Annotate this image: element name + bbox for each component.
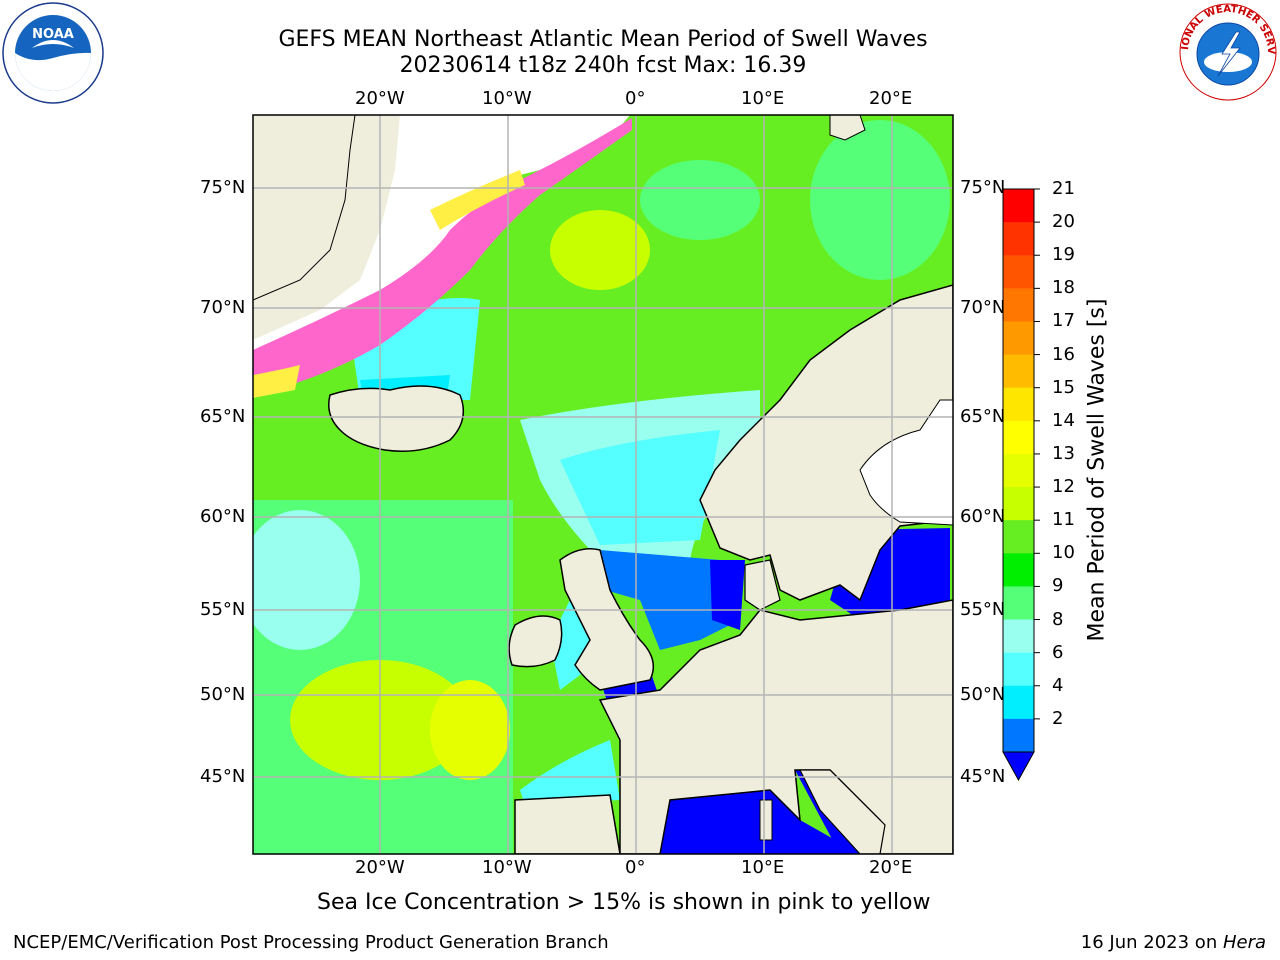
colorbar-swatch xyxy=(1003,321,1034,356)
colorbar-tick-label: 18 xyxy=(1052,277,1075,299)
colorbar-tick-label: 2 xyxy=(1052,707,1064,729)
colorbar-tick-label: 11 xyxy=(1052,509,1075,531)
colorbar-tick-label: 17 xyxy=(1052,310,1075,332)
italy xyxy=(799,769,886,854)
colorbar-tick-label: 15 xyxy=(1052,376,1075,398)
north-sea xyxy=(600,550,740,650)
nws-logo: NATIONAL WEATHER SERVICE xyxy=(1178,2,1277,101)
chart-subtitle: 20230614 t18z 240h fcst Max: 16.39 xyxy=(399,53,807,78)
colorbar-tick-label: 16 xyxy=(1052,343,1075,365)
iberia xyxy=(514,794,621,854)
colorbar xyxy=(1002,188,1040,782)
colorbar-tick-label: 13 xyxy=(1052,442,1075,464)
lat-label-right-75n: 75°N xyxy=(960,177,1006,198)
lat-label-left-70n: 70°N xyxy=(200,297,246,318)
lat-label-left-55n: 55°N xyxy=(200,599,246,620)
colorbar-tick-label: 21 xyxy=(1052,178,1075,199)
lat-label-left-50n: 50°N xyxy=(200,684,246,705)
colorbar-frame xyxy=(1002,188,1035,753)
footer-credit: NCEP/EMC/Verification Post Processing Pr… xyxy=(13,932,609,953)
gulf-of-bothnia xyxy=(859,399,953,526)
colorbar-swatch xyxy=(1003,619,1034,654)
colorbar-swatch xyxy=(1003,288,1034,322)
colorbar-tick-label: 10 xyxy=(1052,542,1075,564)
lat-label-left-75n: 75°N xyxy=(200,177,246,198)
colorbar-tick-label: 12 xyxy=(1052,476,1075,498)
noaa-logo: NOAA xyxy=(2,2,104,104)
colorbar-tick-label: 19 xyxy=(1052,244,1075,266)
lat-label-left-45n: 45°N xyxy=(200,766,246,787)
colorbar-tick-label: 6 xyxy=(1052,641,1064,663)
lat-label-right-45n: 45°N xyxy=(960,766,1006,787)
lon-label-bottom-10w: 10°W xyxy=(482,857,532,878)
colorbar-swatch xyxy=(1003,718,1034,753)
colorbar-swatch xyxy=(1003,387,1034,422)
colorbar-label: Mean Period of Swell Waves [s] xyxy=(1084,298,1110,642)
lon-label-top-20e: 20°E xyxy=(869,88,913,109)
graticule xyxy=(253,115,953,854)
colorbar-swatch xyxy=(1003,354,1034,389)
colorbar-swatch xyxy=(1003,652,1034,687)
sea-ice-annotation: Sea Ice Concentration > 15% is shown in … xyxy=(317,890,931,915)
iceland xyxy=(328,385,465,452)
lat-label-right-50n: 50°N xyxy=(960,684,1006,705)
colorbar-tick-label: 9 xyxy=(1052,575,1064,597)
footer-date: 16 Jun 2023 on Hera xyxy=(1081,932,1266,953)
great-britain xyxy=(559,548,655,691)
continental-europe xyxy=(598,599,953,854)
colorbar-swatch xyxy=(1003,420,1034,455)
colorbar-swatch xyxy=(1003,553,1034,587)
colorbar-tick-label: 4 xyxy=(1052,674,1064,696)
chart-title: GEFS MEAN Northeast Atlantic Mean Period… xyxy=(278,27,928,52)
colorbar-swatch xyxy=(1003,189,1034,223)
lon-label-bottom-20w: 20°W xyxy=(355,857,405,878)
lat-label-left-65n: 65°N xyxy=(200,406,246,427)
lon-label-top-10w: 10°W xyxy=(482,88,532,109)
colorbar-swatch xyxy=(1003,487,1034,521)
lon-label-bottom-0: 0° xyxy=(625,857,646,878)
colorbar-swatch xyxy=(1003,453,1034,488)
colorbar-swatch xyxy=(1003,222,1034,256)
lon-label-bottom-10e: 10°E xyxy=(741,857,785,878)
lon-label-top-0: 0° xyxy=(625,88,646,109)
map-frame xyxy=(252,114,954,855)
lon-label-bottom-20e: 20°E xyxy=(869,857,913,878)
lat-label-left-60n: 60°N xyxy=(200,506,246,527)
footer-date-text: 16 Jun 2023 on xyxy=(1080,932,1223,953)
lon-label-top-20w: 20°W xyxy=(355,88,405,109)
lat-label-right-55n: 55°N xyxy=(960,599,1006,620)
colorbar-tick-label: 20 xyxy=(1052,211,1075,233)
denmark xyxy=(744,559,781,611)
colorbar-tick-label: 14 xyxy=(1052,409,1075,431)
colorbar-swatch xyxy=(1003,520,1034,554)
ireland xyxy=(508,615,563,668)
colorbar-swatch xyxy=(1003,255,1034,289)
lat-label-right-60n: 60°N xyxy=(960,506,1006,527)
lat-label-right-70n: 70°N xyxy=(960,297,1006,318)
lat-label-right-65n: 65°N xyxy=(960,406,1006,427)
svg-text:NOAA: NOAA xyxy=(32,27,74,42)
colorbar-tick-label: 8 xyxy=(1052,608,1064,630)
colorbar-swatch xyxy=(1003,685,1034,720)
colorbar-extend-arrow xyxy=(1002,751,1035,782)
lon-label-top-10e: 10°E xyxy=(741,88,785,109)
footer-machine: Hera xyxy=(1222,932,1266,953)
colorbar-swatch xyxy=(1003,586,1034,621)
map-area xyxy=(253,115,953,854)
